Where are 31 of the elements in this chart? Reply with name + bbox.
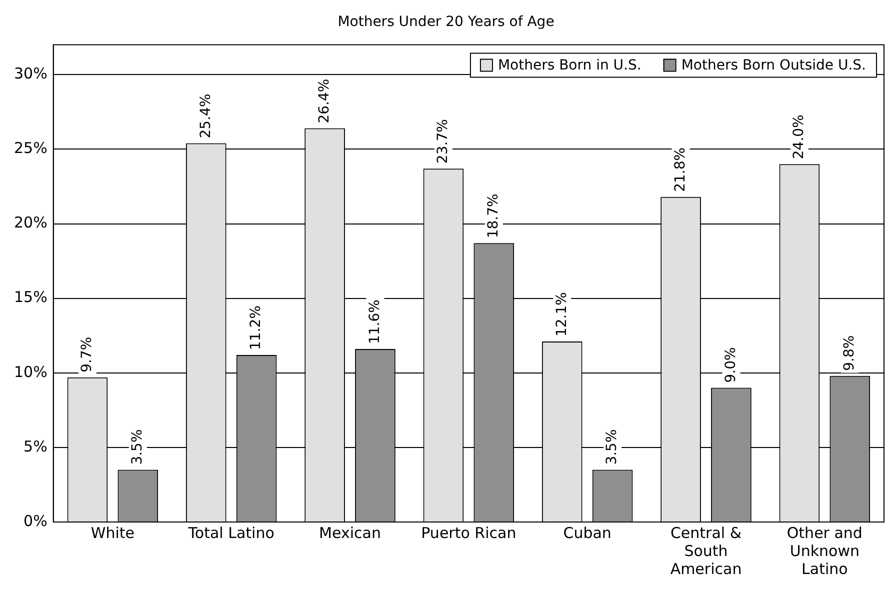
data-label: 9.8% [842,335,858,371]
x-tick-label: Cuban [563,524,612,542]
data-label: 21.8% [672,147,688,192]
data-label: 23.7% [435,119,452,164]
x-tick-label: Total Latino [187,524,274,542]
data-label: 26.4% [316,78,332,124]
data-label: 9.0% [722,347,739,383]
y-tick-label: 15% [14,288,48,306]
x-tick-label: Puerto Rican [421,524,516,542]
x-tick-label: Central & South American [670,524,742,578]
x-tick-label: Mexican [319,524,381,542]
data-label: 9.7% [79,336,96,372]
data-label: 12.1% [554,292,570,337]
data-label: 11.2% [248,305,264,350]
legend-label: Mothers Born Outside U.S. [681,57,866,74]
x-tick-label: Other and Unknown Latino [786,524,862,578]
y-tick-label: 0% [24,512,48,530]
data-label: 3.5% [130,429,146,465]
data-label: 3.5% [604,429,620,465]
y-tick-label: 30% [14,64,48,83]
y-tick-label: 10% [14,362,48,381]
legend-label: Mothers Born in U.S. [498,57,642,74]
data-label: 24.0% [791,114,808,160]
chart-title: Mothers Under 20 Years of Age [338,14,554,30]
y-tick-label: 20% [14,214,48,232]
data-label: 18.7% [486,194,502,238]
data-label: 11.6% [366,300,383,344]
y-tick-label: 25% [14,139,48,158]
data-label: 25.4% [198,94,214,138]
y-tick-label: 5% [24,437,48,456]
x-tick-label: White [90,524,134,542]
